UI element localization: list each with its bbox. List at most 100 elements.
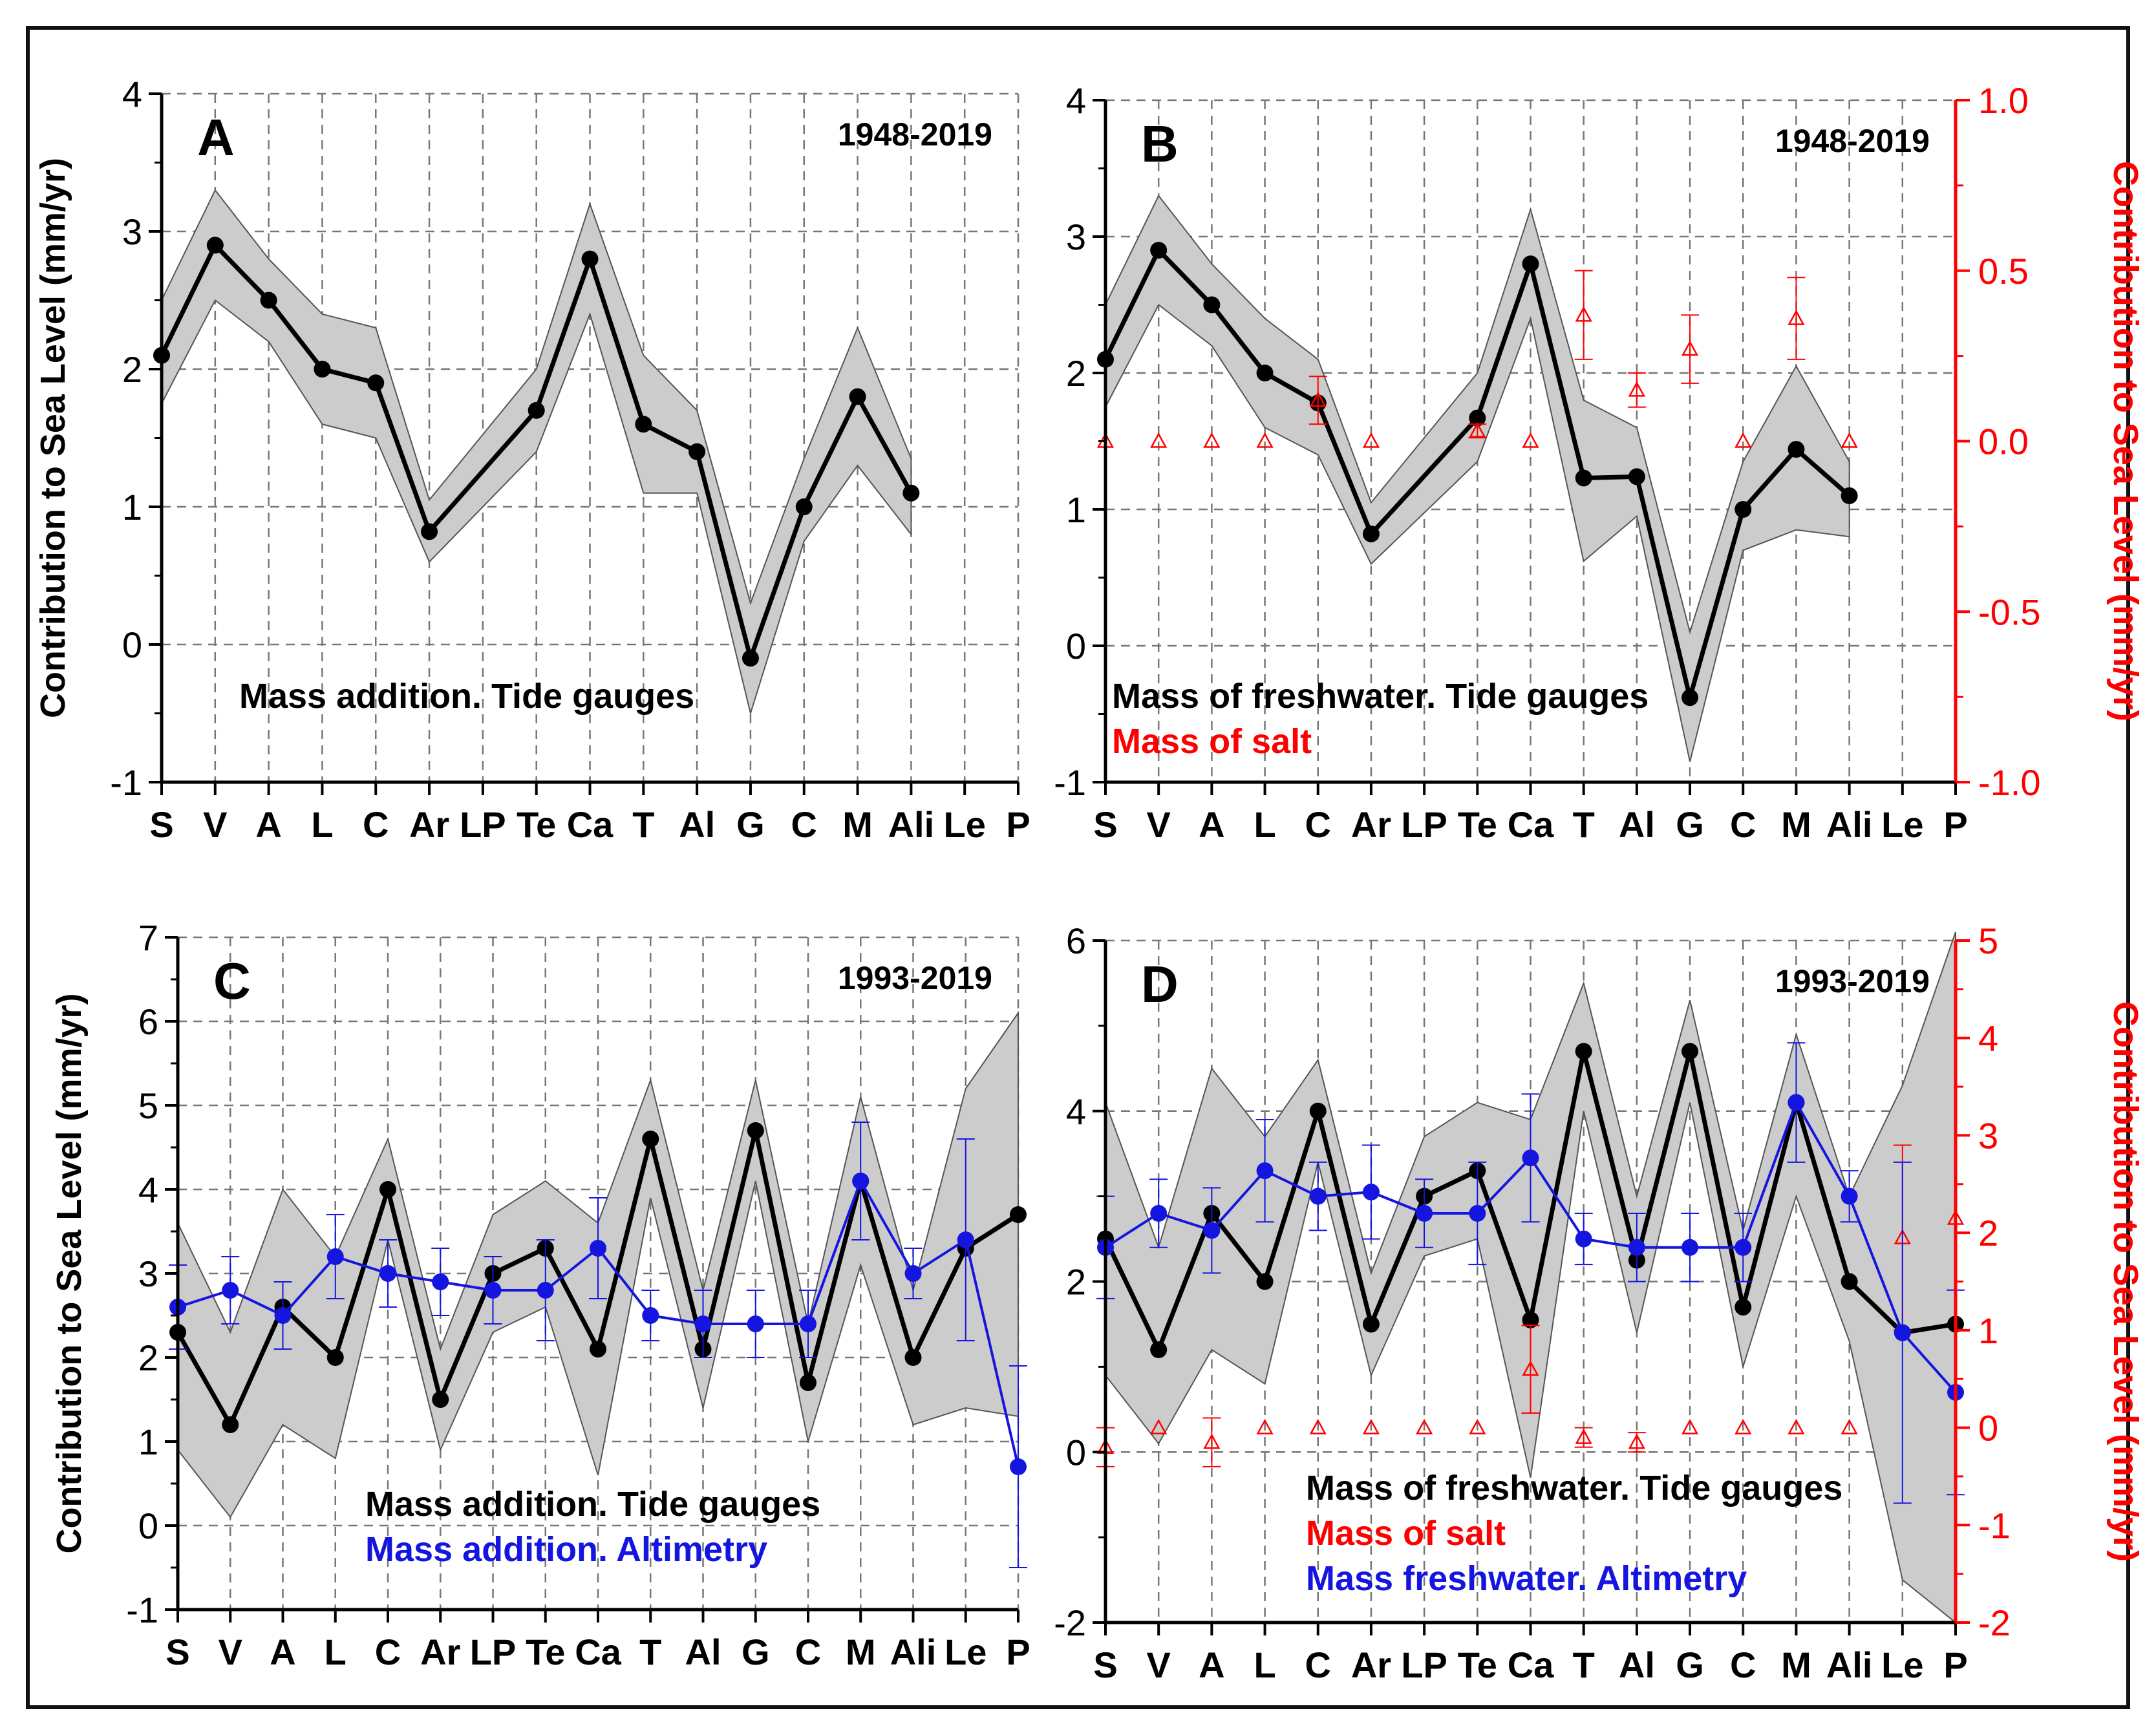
- uncertainty-band: [1105, 194, 1850, 762]
- y-right-tick-label: 5: [1978, 921, 1998, 961]
- altimetry-point: [484, 1282, 502, 1299]
- altimetry-point: [904, 1265, 922, 1282]
- x-tick-label: M: [1781, 804, 1811, 845]
- altimetry-point: [1309, 1187, 1327, 1205]
- x-tick-label: V: [219, 1632, 242, 1672]
- x-tick-label: P: [1943, 804, 1967, 845]
- tide-gauge-point: [904, 1349, 922, 1366]
- tide-gauge-point: [1575, 1043, 1592, 1060]
- x-tick-label: Te: [1458, 1645, 1497, 1685]
- tide-gauge-point: [747, 1122, 764, 1139]
- period-label: 1948-2019: [838, 116, 992, 153]
- x-tick-label: Le: [944, 804, 986, 845]
- x-tick-label: A: [270, 1632, 295, 1672]
- x-tick-label: Al: [1619, 1645, 1655, 1685]
- altimetry-point: [1469, 1205, 1486, 1222]
- tide-gauge-point: [1362, 525, 1380, 542]
- altimetry-point: [1894, 1324, 1911, 1341]
- y-axis-right-label: Contribution to Sea Level (mm/yr): [2106, 1001, 2145, 1562]
- uncertainty-band: [161, 189, 912, 716]
- y-tick-label: 0: [122, 624, 142, 665]
- y-tick-label: 6: [1066, 921, 1086, 961]
- tide-gauge-point: [326, 1349, 344, 1366]
- salt-marker: [1734, 1418, 1752, 1434]
- salt-marker: [1522, 432, 1539, 448]
- y-tick-label: -2: [1054, 1602, 1086, 1643]
- y-tick-label: 2: [122, 349, 142, 390]
- altimetry-point: [642, 1307, 659, 1324]
- x-tick-label: G: [742, 1632, 770, 1672]
- x-tick-label: LP: [1401, 804, 1447, 845]
- tide-gauge-point: [1150, 242, 1168, 259]
- y-tick-label: 4: [122, 74, 142, 114]
- x-tick-label: Te: [526, 1632, 565, 1672]
- tide-gauge-point: [581, 250, 599, 268]
- tide-gauge-point: [1734, 1299, 1752, 1316]
- altimetry-point: [694, 1315, 712, 1332]
- tide-gauge-point: [742, 650, 759, 667]
- salt-marker: [1150, 1418, 1168, 1434]
- x-tick-label: Ali: [888, 804, 935, 845]
- tide-gauge-point: [260, 292, 277, 309]
- x-tick-label: Ali: [1826, 1645, 1873, 1685]
- y-tick-label: -1: [1054, 762, 1086, 803]
- panel-label: C: [213, 952, 251, 1010]
- legend-entry: Mass addition. Tide gauges: [365, 1485, 820, 1524]
- salt-marker: [1150, 432, 1168, 448]
- x-tick-label: Al: [685, 1632, 721, 1672]
- salt-marker: [1788, 310, 1805, 325]
- salt-marker: [1575, 1429, 1592, 1444]
- salt-marker: [1309, 1418, 1327, 1434]
- altimetry-point: [590, 1240, 606, 1257]
- y-tick-label: 4: [138, 1169, 158, 1210]
- y-tick-label: 4: [1066, 1091, 1086, 1132]
- y-tick-label: 6: [138, 1001, 158, 1042]
- legend-entry: Mass of freshwater. Tide gauges: [1112, 677, 1649, 716]
- x-tick-label: C: [363, 804, 389, 845]
- y-tick-label: 0: [138, 1506, 158, 1546]
- panel-label: D: [1141, 955, 1179, 1013]
- salt-marker: [1469, 422, 1486, 438]
- x-tick-label: C: [1305, 1645, 1331, 1685]
- tide-gauge-line: [159, 242, 913, 661]
- y-tick-label: 2: [1066, 1262, 1086, 1303]
- altimetry-point: [957, 1231, 974, 1248]
- x-tick-label: G: [1676, 1645, 1704, 1685]
- y-axis-right-label: Contribution to Sea Level (mm/yr): [2106, 161, 2145, 721]
- y-tick-label: 0: [1066, 1432, 1086, 1473]
- altimetry-point: [747, 1315, 764, 1332]
- altimetry-point: [1681, 1239, 1699, 1256]
- x-tick-label: S: [1093, 1645, 1117, 1685]
- tide-gauge-point: [1681, 1043, 1699, 1060]
- x-tick-label: A: [1199, 1645, 1224, 1685]
- y-tick-label: 3: [122, 211, 142, 252]
- y-tick-label: 7: [138, 917, 158, 958]
- tide-gauge-point: [1522, 255, 1539, 273]
- salt-marker: [1256, 1418, 1274, 1434]
- x-tick-label: Te: [517, 804, 556, 845]
- y-right-tick-label: 2: [1978, 1213, 1998, 1253]
- x-tick-label: Ca: [575, 1632, 621, 1672]
- tide-gauge-point: [795, 498, 813, 515]
- salt-marker: [1362, 432, 1380, 448]
- x-tick-label: Al: [679, 804, 715, 845]
- x-tick-label: Ali: [890, 1632, 937, 1672]
- x-tick-label: Te: [1458, 804, 1497, 845]
- tide-gauge-point: [206, 237, 224, 254]
- x-tick-label: S: [165, 1632, 189, 1672]
- tide-gauge-point: [432, 1391, 449, 1408]
- salt-marker: [1628, 1433, 1645, 1449]
- y-right-tick-label: -1.0: [1978, 762, 2041, 803]
- y-tick-label: 1: [1066, 489, 1086, 530]
- y-right-tick-label: 4: [1978, 1018, 1998, 1059]
- tide-gauge-point: [1010, 1206, 1027, 1223]
- period-label: 1948-2019: [1775, 123, 1930, 159]
- y-right-tick-label: 3: [1978, 1115, 1998, 1156]
- x-tick-label: C: [791, 804, 817, 845]
- x-tick-label: M: [842, 804, 873, 845]
- salt-marker: [1841, 1418, 1858, 1434]
- legend-entry: Mass of freshwater. Tide gauges: [1306, 1469, 1842, 1507]
- y-axis-label: Contribution to Sea Level (mm/yr): [50, 993, 89, 1553]
